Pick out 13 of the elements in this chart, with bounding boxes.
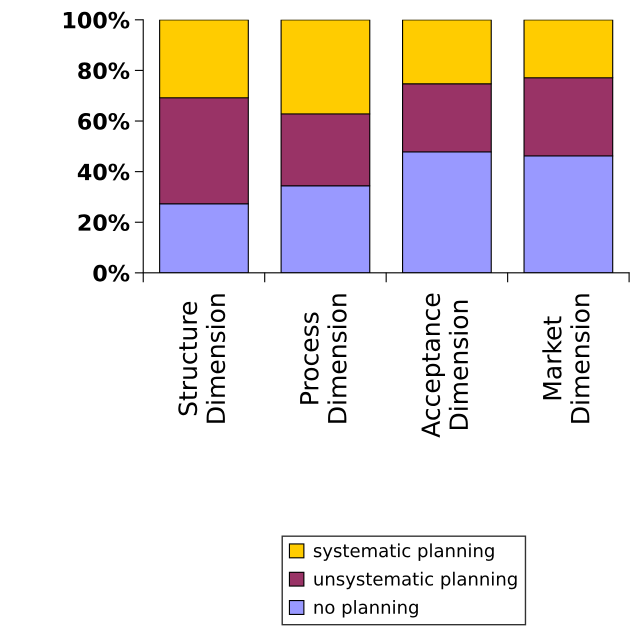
legend-label: unsystematic planning [314, 572, 517, 590]
y-tick-label: 20% [78, 214, 130, 232]
y-tick-label: 80% [78, 62, 130, 80]
x-tick-label: Market Dimension [542, 294, 590, 423]
legend-label: systematic planning [314, 543, 494, 561]
legend-label: no planning [314, 600, 418, 618]
y-tick-label: 60% [78, 112, 130, 130]
x-tick-label: Acceptance Dimension [422, 294, 468, 438]
y-tick-label: 40% [78, 164, 130, 180]
y-tick-label: 0% [93, 264, 130, 282]
y-tick-label: 100% [64, 12, 130, 29]
x-tick-label: Structure Dimension [178, 294, 226, 423]
x-tick-label: Process Dimension [300, 294, 347, 423]
